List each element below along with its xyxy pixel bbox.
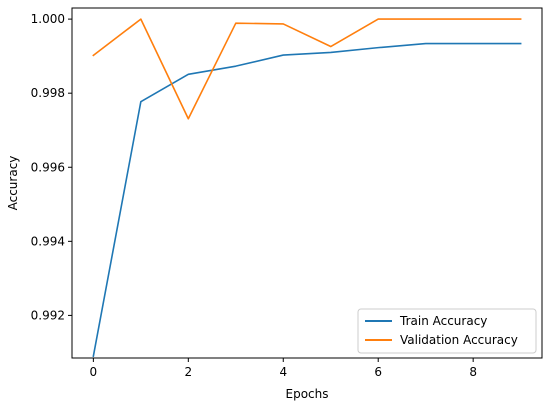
y-tick-label: 0.998 [31,86,65,100]
y-axis-ticks: 0.992 0.994 0.996 0.998 1.000 [31,12,72,322]
series-layer [92,18,522,358]
x-tick-label: 0 [90,365,98,379]
plot-background [72,8,542,358]
y-axis-label: Accuracy [6,156,20,211]
legend-box [357,308,537,354]
x-axis-label: Epochs [286,387,329,401]
x-tick-label: 8 [469,365,477,379]
series-line-0 [92,42,522,358]
y-tick-label: 0.996 [31,160,65,174]
x-axis-ticks: 0 2 4 6 8 [90,358,477,379]
legend: Train Accuracy Validation Accuracy [357,308,537,354]
y-tick-label: 0.994 [31,234,65,248]
x-tick-label: 6 [374,365,382,379]
y-tick-label: 1.000 [31,12,65,26]
legend-label-train: Train Accuracy [399,314,487,328]
series-line-1 [92,18,522,120]
x-tick-label: 2 [184,365,192,379]
legend-label-validation: Validation Accuracy [400,333,518,347]
y-tick-label: 0.992 [31,308,65,322]
plot-frame [71,7,543,359]
x-tick-label: 4 [279,365,287,379]
